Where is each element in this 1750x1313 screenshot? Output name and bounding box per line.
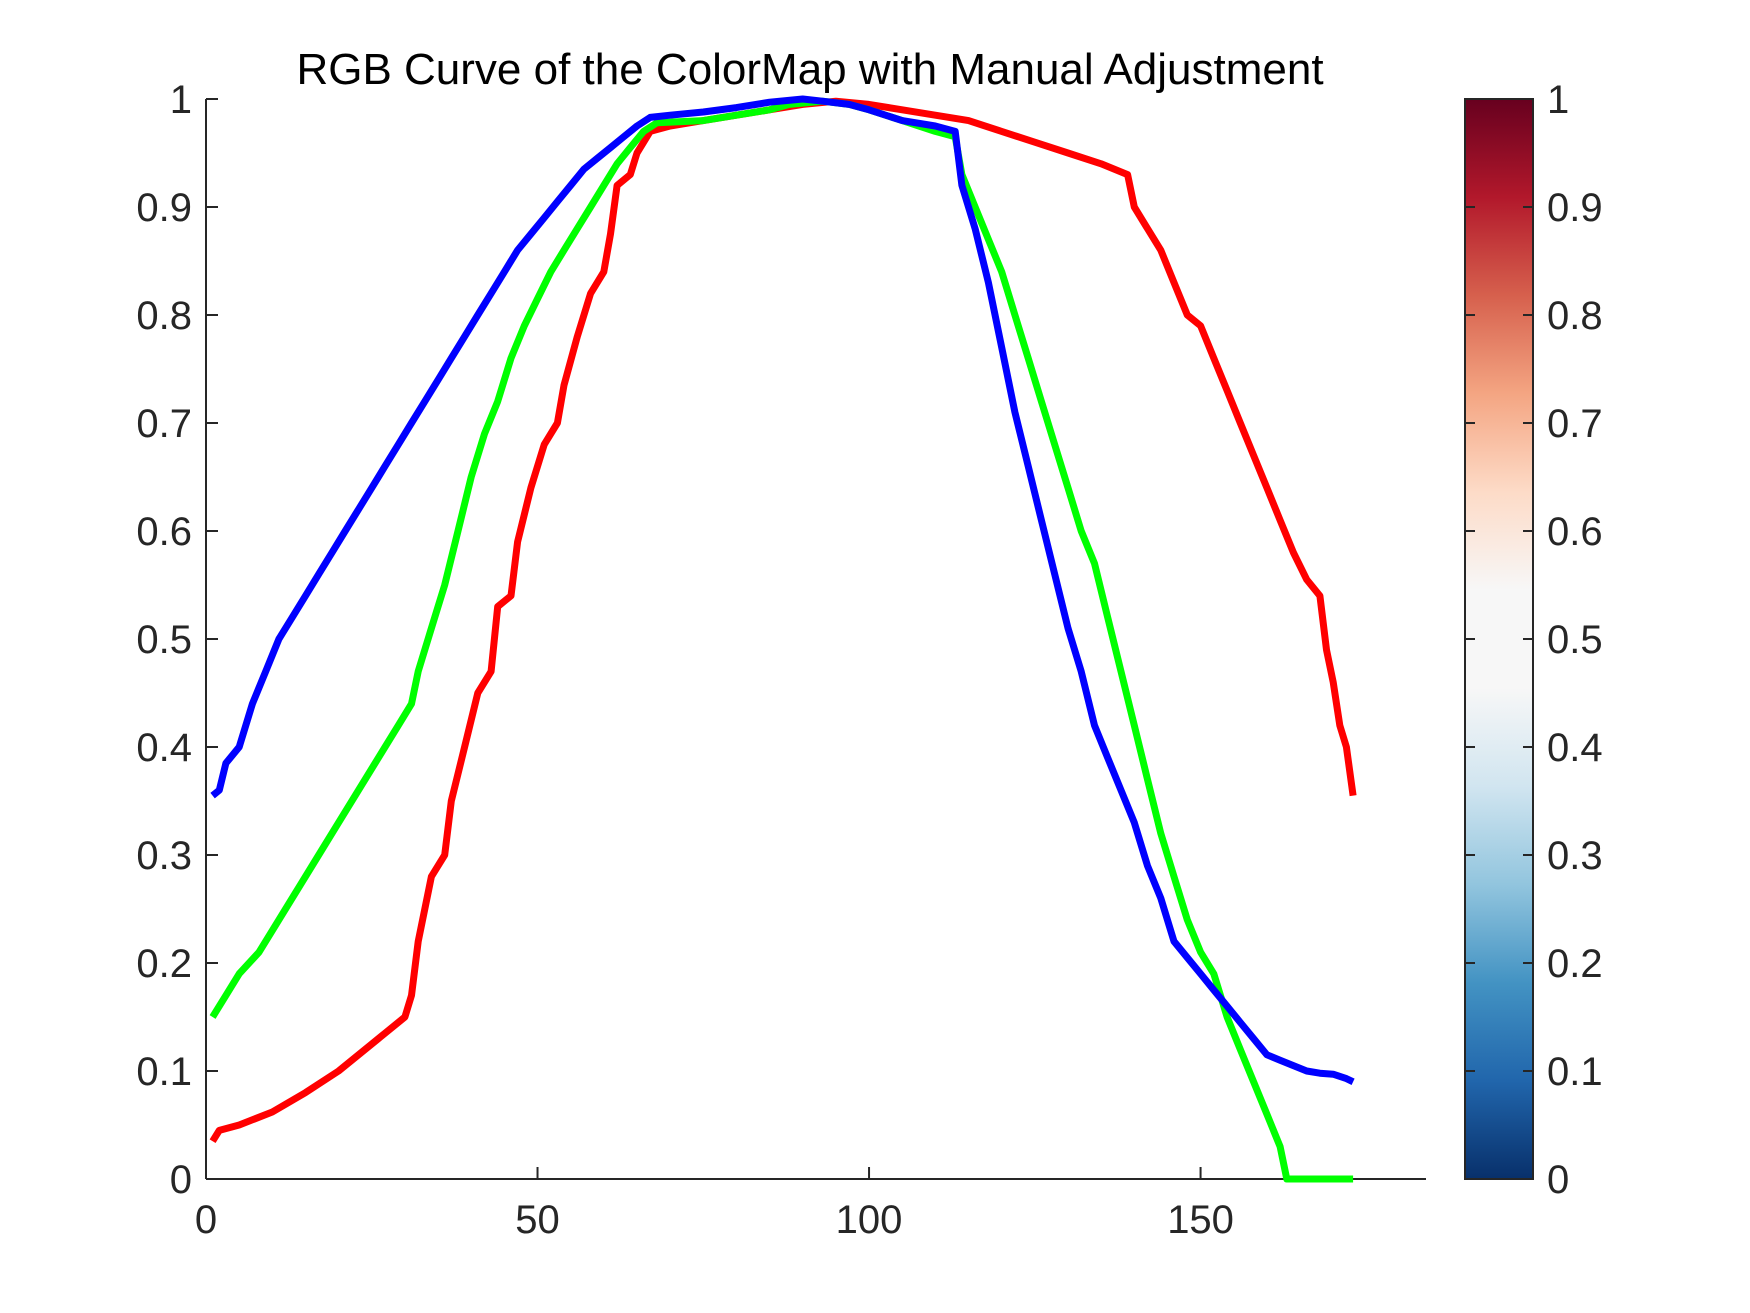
colorbar-tick-label: 0.3 [1547, 834, 1603, 878]
x-tick-label: 150 [1167, 1198, 1234, 1242]
colorbar-tick-label: 0 [1547, 1158, 1569, 1202]
red-channel-line [209, 97, 1357, 1144]
y-tick-label: 0.5 [136, 618, 192, 662]
colorbar: 0 0.1 0.2 0.3 0.4 0.5 0.6 0.7 0.8 0.9 1 [1464, 78, 1603, 1202]
x-tick-label: 50 [515, 1198, 560, 1242]
green-channel-line [209, 97, 1354, 1183]
colorbar-tick-label: 0.5 [1547, 618, 1603, 662]
y-axis: 0 0.1 0.2 0.3 0.4 0.5 0.6 0.7 0.8 0.9 1 [136, 78, 218, 1202]
colorbar-tick-label: 0.6 [1547, 510, 1603, 554]
colorbar-tick-label: 0.2 [1547, 942, 1603, 986]
colorbar-tick-label: 0.7 [1547, 402, 1603, 446]
colorbar-tick-label: 0.1 [1547, 1050, 1603, 1094]
colorbar-scale [1464, 98, 1534, 1180]
colorbar-tick-label: 0.9 [1547, 186, 1603, 230]
y-tick-label: 0.2 [136, 942, 192, 986]
y-tick-label: 0.4 [136, 726, 192, 770]
x-axis: 0 50 100 150 [195, 1167, 1234, 1242]
blue-channel-line [210, 95, 1355, 1085]
x-tick-label: 0 [195, 1198, 217, 1242]
y-tick-label: 0 [170, 1158, 192, 1202]
colorbar-tick-label: 1 [1547, 78, 1569, 122]
y-tick-label: 0.1 [136, 1050, 192, 1094]
series-group [209, 95, 1357, 1183]
y-tick-label: 0.8 [136, 294, 192, 338]
y-tick-label: 0.7 [136, 402, 192, 446]
colorbar-tick-label: 0.8 [1547, 294, 1603, 338]
plot-area [205, 99, 1426, 1180]
chart-title: RGB Curve of the ColorMap with Manual Ad… [296, 45, 1323, 94]
y-tick-label: 0.6 [136, 510, 192, 554]
x-tick-label: 100 [836, 1198, 903, 1242]
colorbar-tick-label: 0.4 [1547, 726, 1603, 770]
y-tick-label: 0.3 [136, 834, 192, 878]
y-tick-label: 0.9 [136, 186, 192, 230]
y-tick-label: 1 [170, 78, 192, 122]
